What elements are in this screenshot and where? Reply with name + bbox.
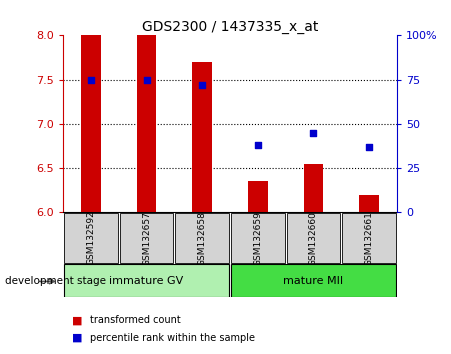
Bar [248, 181, 267, 212]
Title: GDS2300 / 1437335_x_at: GDS2300 / 1437335_x_at [142, 21, 318, 34]
Text: immature GV: immature GV [110, 275, 184, 286]
Point [198, 82, 206, 88]
FancyBboxPatch shape [120, 213, 173, 263]
FancyBboxPatch shape [342, 213, 396, 263]
Bar [193, 62, 212, 212]
FancyBboxPatch shape [64, 213, 118, 263]
FancyBboxPatch shape [64, 264, 229, 297]
Point [254, 142, 262, 148]
Text: GSM132657: GSM132657 [142, 211, 151, 266]
Bar [304, 164, 323, 212]
Bar [359, 195, 379, 212]
Text: GSM132592: GSM132592 [87, 211, 96, 266]
Text: GSM132660: GSM132660 [309, 211, 318, 266]
Bar [137, 35, 156, 212]
Bar [81, 35, 101, 212]
Point [310, 130, 317, 136]
Text: ■: ■ [72, 333, 83, 343]
Point [143, 77, 150, 82]
FancyBboxPatch shape [287, 213, 340, 263]
Point [365, 144, 373, 150]
Text: ■: ■ [72, 315, 83, 325]
Text: percentile rank within the sample: percentile rank within the sample [90, 333, 255, 343]
Text: development stage: development stage [5, 276, 106, 286]
Text: transformed count: transformed count [90, 315, 181, 325]
FancyBboxPatch shape [231, 264, 396, 297]
Text: GSM132658: GSM132658 [198, 211, 207, 266]
Text: mature MII: mature MII [283, 275, 344, 286]
Point [87, 77, 95, 82]
Text: GSM132659: GSM132659 [253, 211, 262, 266]
FancyBboxPatch shape [231, 213, 285, 263]
Text: GSM132661: GSM132661 [364, 211, 373, 266]
FancyBboxPatch shape [175, 213, 229, 263]
